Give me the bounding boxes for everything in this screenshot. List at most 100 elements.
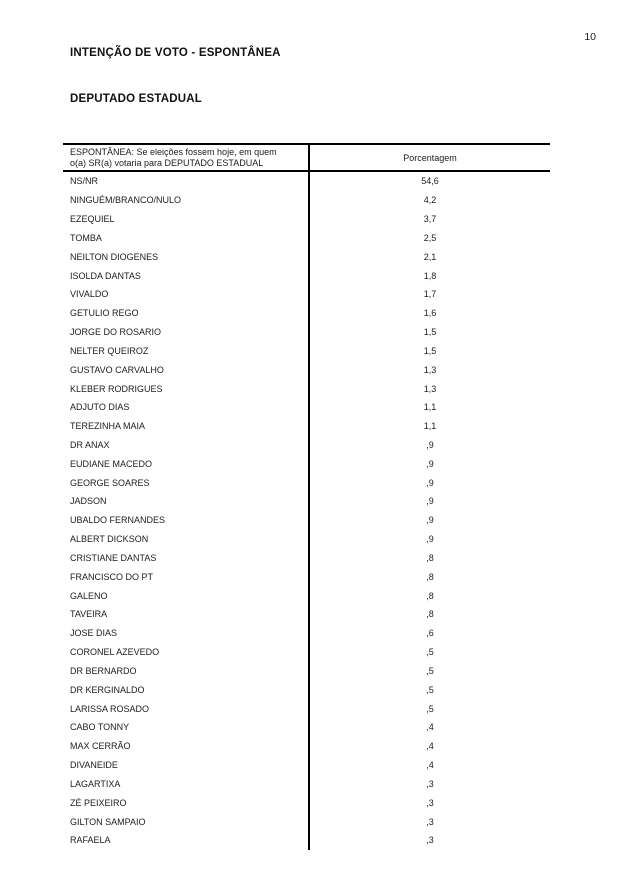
percentage-value: 1,3 [423,383,437,394]
page-number: 10 [584,31,596,43]
percentage-value: 1,8 [423,270,437,281]
table-row: GILTON SAMPAIO ,3 [63,812,550,831]
table-row: GUSTAVO CARVALHO 1,3 [63,360,550,380]
candidate-name: CORONEL AZEVEDO [63,642,310,662]
table-row: TOMBA 2,5 [63,228,550,248]
candidate-name: JOSE DIAS [63,623,310,643]
percentage-value: 1,6 [423,308,437,319]
table-row: NEILTON DIOGENES 2,1 [63,247,550,267]
percentage-value: 1,1 [423,421,437,432]
table-row: RAFAELA ,3 [63,830,550,850]
table-row: DR KERGINALDO ,5 [63,680,550,700]
candidate-name: ALBERT DICKSON [63,529,310,549]
table-row: MAX CERRÃO ,4 [63,736,550,756]
percentage-value: ,8 [426,609,434,620]
candidate-name: ISOLDA DANTAS [63,266,310,285]
table-row: JORGE DO ROSARIO 1,5 [63,322,550,342]
candidate-name: GETULIO REGO [63,303,310,323]
candidate-name: MAX CERRÃO [63,736,310,756]
percentage-value: 1,5 [423,345,437,356]
table-row: CORONEL AZEVEDO ,5 [63,642,550,662]
percentage-value: ,3 [426,816,434,827]
candidate-name: FRANCISCO DO PT [63,567,310,587]
candidate-name: CRISTIANE DANTAS [63,548,310,568]
candidate-name: VIVALDO [63,284,310,304]
percentage-value: 54,6 [421,176,439,187]
section-title: DEPUTADO ESTADUAL [70,93,203,105]
percentage-value: ,9 [426,496,434,507]
candidate-name: RAFAELA [63,830,310,850]
candidate-name: DIVANEIDE [63,755,310,775]
table-row: DR ANAX ,9 [63,435,550,455]
table-row: LARISSA ROSADO ,5 [63,699,550,719]
table-row: LAGARTIXA ,3 [63,774,550,794]
candidate-name: GEORGE SOARES [63,473,310,493]
candidate-name: NEILTON DIOGENES [63,247,310,267]
candidate-name: CABO TONNY [63,718,310,737]
question-column-header: ESPONTÂNEA: Se eleições fossem hoje, em … [63,145,310,170]
table-row: NS/NR 54,6 [63,172,550,191]
percentage-value: ,5 [426,665,434,676]
percentage-value: ,8 [426,590,434,601]
percentage-value: ,3 [426,835,434,846]
percentage-value: 1,1 [423,402,437,413]
percentage-value: ,9 [426,515,434,526]
percentage-value: ,9 [426,477,434,488]
table-row: EZEQUIEL 3,7 [63,209,550,229]
candidate-name: ZÉ PEIXEIRO [63,793,310,813]
table-row: CRISTIANE DANTAS ,8 [63,548,550,568]
percentage-value: 2,1 [423,251,437,262]
table-row: FRANCISCO DO PT ,8 [63,567,550,587]
table-row: TEREZINHA MAIA 1,1 [63,416,550,436]
percentage-value: 1,3 [423,364,437,375]
candidate-name: GILTON SAMPAIO [63,812,310,831]
percentage-value: ,8 [426,571,434,582]
candidate-name: KLEBER RODRIGUES [63,379,310,398]
percentage-value: ,4 [426,760,434,771]
candidate-name: JORGE DO ROSARIO [63,322,310,342]
percentage-value: 1,7 [423,289,437,300]
candidate-name: DR BERNARDO [63,661,310,681]
candidate-name: DR KERGINALDO [63,680,310,700]
percentage-value: ,3 [426,778,434,789]
candidate-name: GALENO [63,586,310,606]
table-row: DR BERNARDO ,5 [63,661,550,681]
table-row: ZÉ PEIXEIRO ,3 [63,793,550,813]
percentage-value: ,9 [426,458,434,469]
percentage-value: ,5 [426,684,434,695]
candidate-name: NINGUÉM/BRANCO/NULO [63,190,310,210]
percentage-value: ,8 [426,552,434,563]
table-row: JOSE DIAS ,6 [63,623,550,643]
candidate-name: EZEQUIEL [63,209,310,229]
candidate-name: DR ANAX [63,435,310,455]
table-header-row: ESPONTÂNEA: Se eleições fossem hoje, em … [63,145,550,172]
results-table: ESPONTÂNEA: Se eleições fossem hoje, em … [63,143,550,850]
table-row: NELTER QUEIROZ 1,5 [63,341,550,361]
percentage-value: ,4 [426,722,434,733]
table-row: UBALDO FERNANDES ,9 [63,510,550,530]
candidate-name: TEREZINHA MAIA [63,416,310,436]
table-row: ISOLDA DANTAS 1,8 [63,266,550,285]
candidate-name: TOMBA [63,228,310,248]
percentage-value: 1,5 [423,327,437,338]
table-row: GETULIO REGO 1,6 [63,303,550,323]
candidate-name: EUDIANE MACEDO [63,454,310,474]
candidate-name: GUSTAVO CARVALHO [63,360,310,380]
percentage-value: ,9 [426,534,434,545]
table-body: NS/NR 54,6 NINGUÉM/BRANCO/NULO 4,2 EZEQU… [63,172,550,850]
percentage-column-header: Porcentagem [403,152,457,163]
percentage-value: ,4 [426,741,434,752]
table-row: NINGUÉM/BRANCO/NULO 4,2 [63,190,550,210]
table-row: DIVANEIDE ,4 [63,755,550,775]
candidate-name: LARISSA ROSADO [63,699,310,719]
percentage-value: ,5 [426,703,434,714]
table-row: ADJUTO DIAS 1,1 [63,397,550,417]
percentage-value: ,9 [426,440,434,450]
candidate-name: LAGARTIXA [63,774,310,794]
table-row: TAVEIRA ,8 [63,605,550,624]
question-header-line2: o(a) SR(a) votaria para DEPUTADO ESTADUA… [70,157,264,168]
candidate-name: NS/NR [63,172,310,191]
table-row: CABO TONNY ,4 [63,718,550,737]
table-row: JADSON ,9 [63,492,550,511]
